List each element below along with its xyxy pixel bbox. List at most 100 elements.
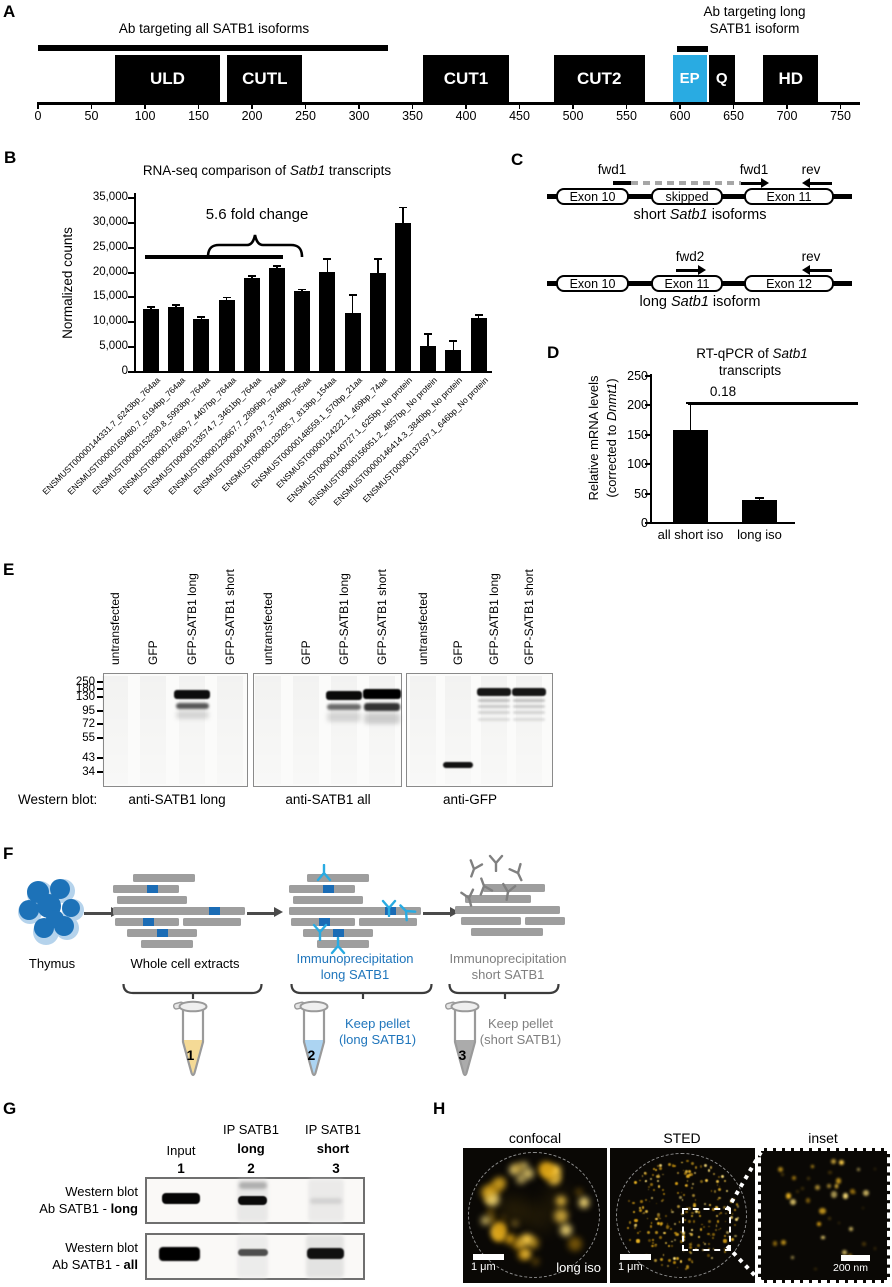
h-fluorescence-dot <box>688 1258 692 1262</box>
c-primer-arrow-fwd1b-head <box>761 178 769 188</box>
h-fluorescence-dot <box>821 1235 825 1239</box>
a-axis-tick-label: 0 <box>34 109 42 123</box>
d-ytick-label: 0 <box>610 516 648 530</box>
h-fluorescence-dot <box>699 1164 703 1168</box>
h-fluorescence-dot <box>707 1232 711 1236</box>
h-fluorescence-dot <box>679 1195 682 1199</box>
e-band <box>326 691 362 700</box>
h-fluorescence-dot <box>528 1206 555 1233</box>
g-band <box>237 1196 267 1205</box>
h-fluorescence-dot <box>717 1188 721 1192</box>
h-fluorescence-dot <box>576 1189 582 1195</box>
h-fluorescence-dot <box>676 1191 679 1194</box>
panel-c-label: C <box>511 150 524 169</box>
h-fluorescence-dot <box>723 1247 725 1250</box>
g-col-input-num: 1 <box>177 1161 185 1176</box>
h-fluorescence-dot <box>644 1210 648 1214</box>
ab-long-isoform-bar <box>677 46 708 52</box>
f-antigen-square <box>147 885 158 893</box>
b-ytick-mark <box>128 221 134 224</box>
h-fluorescence-dot <box>495 1195 522 1222</box>
e-lane-label: GFP-SATB1 short <box>522 569 536 665</box>
f-flow-arrow-head <box>274 907 283 917</box>
f-protein-bar <box>307 874 369 882</box>
g-col-input-label: Input <box>166 1143 196 1158</box>
h-scale-bar <box>473 1254 504 1260</box>
h-fluorescence-dot <box>578 1197 589 1208</box>
h-fluorescence-dot <box>641 1175 644 1178</box>
b-bar <box>369 272 386 372</box>
h-fluorescence-dot <box>663 1192 666 1195</box>
h-fluorescence-dot <box>720 1174 724 1179</box>
whole-cell-extracts-label: Whole cell extracts <box>130 956 240 971</box>
c-primer-arrow-rev2-head <box>802 265 810 275</box>
f-protein-bar <box>525 917 565 925</box>
d-bar <box>673 430 708 523</box>
h-fluorescence-dot <box>648 1239 652 1243</box>
b-error-cap <box>273 264 281 267</box>
b-ytick-mark <box>128 371 134 373</box>
a-domain-uld: ULD <box>115 55 220 102</box>
h-image-title: confocal <box>508 1130 562 1146</box>
h-fluorescence-dot <box>690 1241 693 1244</box>
h-fluorescence-dot <box>659 1235 663 1239</box>
panel-d-label: D <box>547 343 560 362</box>
f-antigen-square <box>319 918 330 926</box>
h-fluorescence-dot <box>642 1206 645 1209</box>
e-mw-label: 55 <box>82 732 95 744</box>
h-fluorescence-dot <box>521 1249 531 1259</box>
g-row-label-line2-long: Ab SATB1 - long <box>39 1201 138 1216</box>
a-axis-tick-mark <box>786 102 788 109</box>
d-pvalue-annotation: 0.18 <box>709 384 737 399</box>
h-fluorescence-dot <box>688 1245 692 1249</box>
h-fluorescence-dot <box>652 1239 654 1241</box>
h-fluorescence-dot <box>691 1212 694 1215</box>
h-fluorescence-dot <box>836 1178 842 1184</box>
h-fluorescence-dot <box>689 1250 692 1253</box>
b-bar <box>420 346 437 372</box>
a-axis-tick-label: 350 <box>402 109 423 123</box>
h-fluorescence-dot <box>639 1207 642 1210</box>
h-fluorescence-dot <box>636 1239 640 1243</box>
western-blot-caption: Western blot: <box>18 792 98 807</box>
h-fluorescence-dot <box>688 1169 692 1173</box>
a-axis-tick-mark <box>411 102 414 109</box>
h-fluorescence-dot <box>705 1178 709 1182</box>
h-fluorescence-dot <box>687 1219 691 1223</box>
h-fluorescence-dot <box>670 1244 673 1247</box>
e-band <box>443 762 473 768</box>
a-domain-cut1: CUT1 <box>423 55 509 102</box>
h-fluorescence-dot <box>681 1161 683 1164</box>
h-fluorescence-dot <box>863 1190 869 1196</box>
e-band <box>175 703 209 709</box>
e-mw-label: 130 <box>75 691 95 703</box>
e-lane-smear <box>410 676 436 784</box>
h-fluorescence-dot <box>657 1222 660 1225</box>
b-error-stem <box>326 258 329 276</box>
h-fluorescence-dot <box>655 1217 658 1221</box>
c-exon-box: Exon 12 <box>744 275 834 292</box>
h-fluorescence-dot <box>633 1224 637 1227</box>
h-long-iso-label: long iso <box>556 1260 601 1275</box>
h-fluorescence-dot <box>720 1212 722 1214</box>
b-error-stem <box>175 305 177 311</box>
h-fluorescence-dot <box>667 1244 670 1247</box>
f-protein-bar <box>293 896 363 904</box>
b-ytick-label: 0 <box>121 365 128 377</box>
h-fluorescence-dot <box>790 1255 795 1260</box>
h-fluorescence-dot <box>657 1213 660 1216</box>
h-fluorescence-dot <box>842 1250 848 1256</box>
f-antigen-square <box>333 929 344 937</box>
h-fluorescence-dot <box>692 1220 696 1223</box>
h-fluorescence-dot <box>731 1212 734 1215</box>
e-lane-smear <box>140 676 166 784</box>
g-col-ip-long-bold: long <box>237 1141 265 1156</box>
h-fluorescence-dot <box>718 1228 720 1231</box>
a-axis-tick-mark <box>572 102 574 109</box>
g-row-label-line1-all: Western blot <box>65 1240 138 1255</box>
c-skipped-dashed-line <box>631 181 741 185</box>
a-axis-tick-label: 700 <box>776 109 798 123</box>
h-fluorescence-dot <box>701 1223 703 1226</box>
h-fluorescence-dot <box>708 1225 710 1227</box>
h-fluorescence-dot <box>810 1164 815 1169</box>
